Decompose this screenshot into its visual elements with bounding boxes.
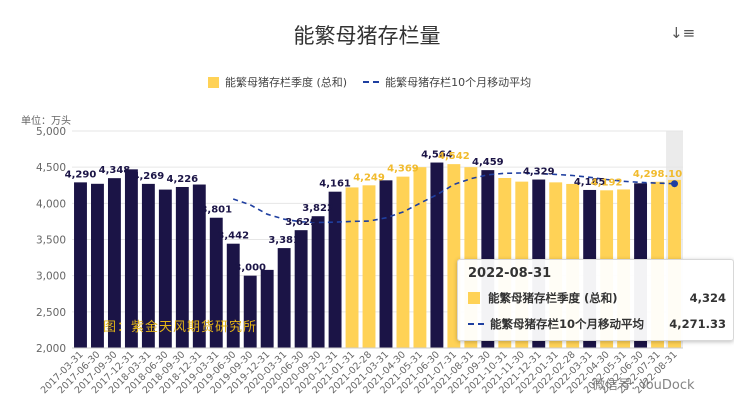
bar (158, 189, 172, 348)
data-label: 4,298.10 (633, 169, 682, 180)
bar (277, 248, 291, 348)
tooltip: 2022-08-31 能繁母猪存栏季度 (总和) 4,324 能繁母猪存栏10个… (457, 259, 734, 341)
y-tick-label: 4,500 (36, 162, 66, 174)
moving-average-line (232, 172, 675, 224)
data-label: 3,629 (285, 217, 317, 228)
y-tick-label: 3,500 (36, 235, 66, 247)
bar (74, 182, 87, 348)
data-label: 4,185 (574, 177, 606, 188)
chart-title: 能繁母猪存栏量 (293, 24, 441, 48)
tooltip-swatch-bars (468, 292, 480, 304)
bar (260, 269, 274, 348)
bar (362, 185, 376, 348)
bar (192, 184, 206, 348)
bar (141, 183, 155, 348)
data-label: 4,192 (591, 177, 623, 188)
legend-swatch-line (363, 81, 380, 83)
bar (413, 167, 427, 348)
legend-item-line[interactable]: 能繁母猪存栏10个月移动平均 (363, 74, 531, 90)
bar (209, 217, 223, 348)
bar (328, 191, 342, 348)
y-tick-label: 5,000 (36, 126, 66, 138)
bar (396, 176, 410, 348)
tooltip-line-label: 能繁母猪存栏10个月移动平均 (490, 317, 645, 331)
data-label: 4,329 (523, 167, 555, 178)
bar (345, 187, 359, 348)
legend: 能繁母猪存栏季度 (总和) 能繁母猪存栏10个月移动平均 (208, 74, 547, 90)
data-label: 4,369 (387, 164, 419, 175)
data-label: 4,348 (99, 165, 131, 176)
data-label: 4,269 (133, 171, 165, 182)
source-label: 微信号: YouDock (592, 378, 695, 393)
bar (430, 162, 444, 348)
data-label: 4,161 (319, 179, 351, 190)
data-label: 4,290 (65, 169, 97, 180)
y-tick-label: 3,000 (36, 271, 66, 283)
y-axis-unit: 单位：万头 (21, 116, 71, 127)
legend-swatch-bars (208, 76, 219, 88)
sort-icon[interactable]: ↓≡ (670, 24, 696, 42)
tooltip-line-value: 4,271.33 (669, 317, 726, 331)
tooltip-swatch-line (468, 323, 484, 325)
data-label: 3,801 (200, 205, 232, 216)
data-label: 3,000 (234, 263, 266, 274)
bar (175, 186, 189, 348)
y-tick-label: 2,000 (36, 343, 66, 355)
data-label: 3,381 (268, 235, 300, 246)
data-label: 4,542 (438, 151, 470, 162)
bar (107, 178, 121, 348)
legend-label-line: 能繁母猪存栏10个月移动平均 (385, 76, 532, 89)
data-label: 4,564 (421, 150, 453, 161)
watermark-text: 图：紫金天风期货研究所 (103, 320, 258, 335)
tooltip-bar-value: 4,324 (689, 291, 726, 305)
bar (379, 180, 393, 348)
legend-item-bars[interactable]: 能繁母猪存栏季度 (总和) (208, 74, 347, 90)
data-label: 4,226 (166, 174, 198, 185)
legend-label-bars: 能繁母猪存栏季度 (总和) (225, 76, 348, 89)
tooltip-date: 2022-08-31 (468, 266, 552, 281)
bar (91, 183, 104, 348)
tooltip-row-line: 能繁母猪存栏10个月移动平均 4,271.33 (468, 316, 726, 332)
bar (294, 230, 308, 348)
data-label: 3,822 (302, 203, 334, 214)
y-tick-label: 4,000 (36, 198, 66, 210)
y-tick-label: 2,500 (36, 307, 66, 319)
bar (226, 243, 240, 348)
tooltip-row-bars: 能繁母猪存栏季度 (总和) 4,324 (468, 290, 726, 306)
moving-average-point (671, 180, 679, 188)
tooltip-bar-label: 能繁母猪存栏季度 (总和) (488, 291, 618, 305)
bar (124, 169, 138, 348)
data-label: 3,442 (217, 231, 249, 242)
bar (311, 216, 325, 348)
bar (243, 275, 257, 348)
data-label: 4,459 (472, 157, 504, 168)
data-label: 4,249 (353, 172, 385, 183)
